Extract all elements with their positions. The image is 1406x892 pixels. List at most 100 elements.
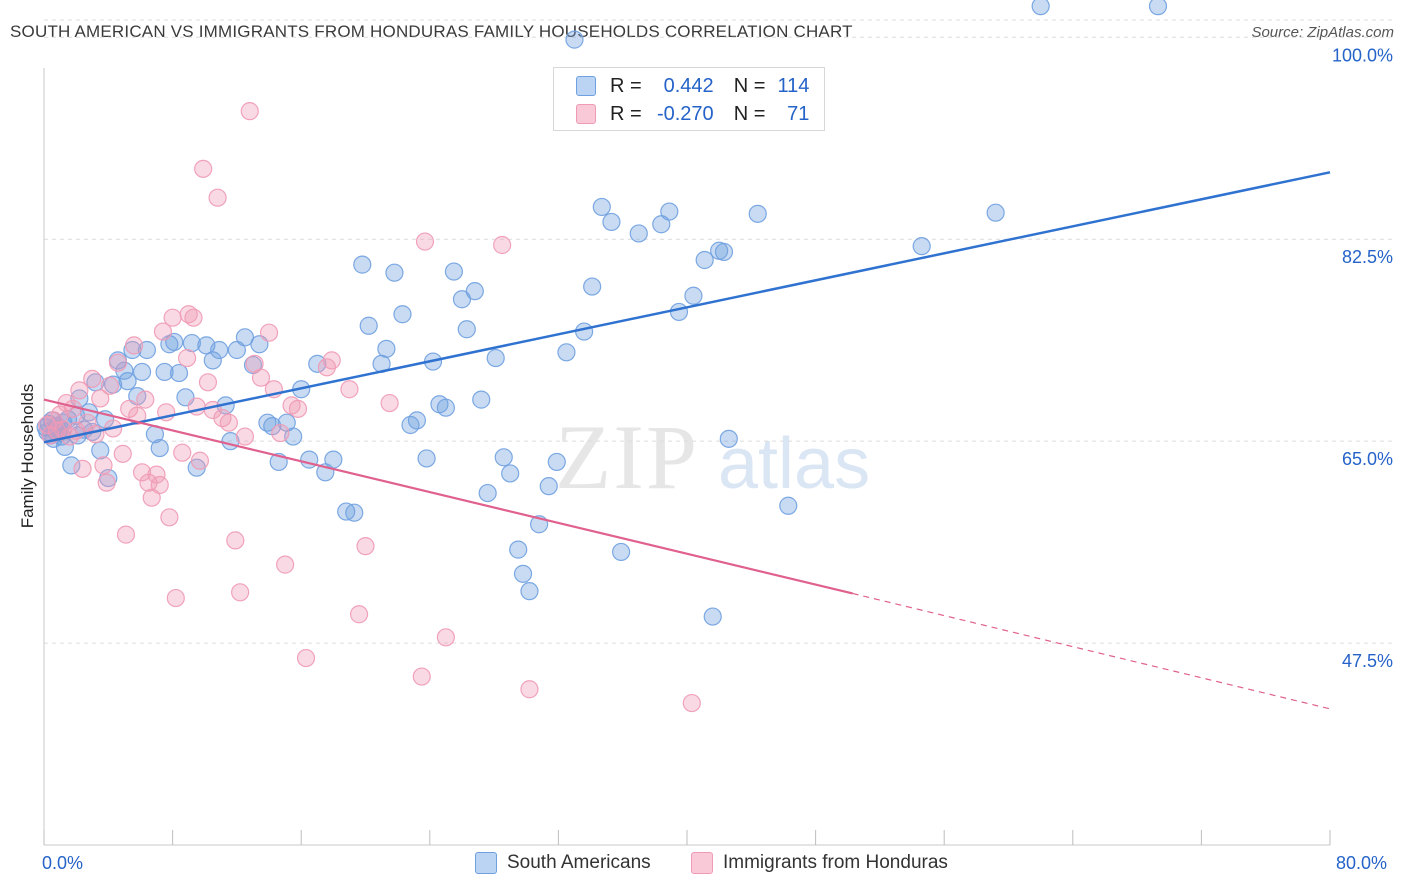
legend-row-south-americans: R = 0.442 N = 114 — [576, 73, 809, 99]
point-south-american — [509, 540, 528, 559]
trend-line-honduras — [43, 398, 853, 595]
point-honduras — [70, 381, 89, 400]
point-honduras — [94, 456, 113, 475]
point-south-american — [592, 197, 611, 217]
point-south-american — [986, 203, 1005, 222]
point-south-american — [494, 448, 513, 467]
legend-row-honduras: R = -0.270 N = 71 — [576, 101, 809, 127]
point-honduras — [322, 351, 341, 370]
legend-r-label: R = — [610, 74, 642, 97]
point-south-american — [565, 30, 584, 49]
x-tick-label-max: 80.0% — [1336, 853, 1388, 873]
point-south-american — [513, 564, 533, 583]
point-south-american — [501, 464, 520, 483]
point-honduras — [86, 425, 105, 444]
point-south-american — [472, 390, 491, 409]
point-south-american — [520, 582, 539, 601]
point-south-american — [359, 316, 378, 335]
legend-r-label: R = — [610, 102, 642, 125]
point-honduras — [493, 235, 512, 255]
point-honduras — [219, 413, 238, 432]
point-honduras — [91, 389, 110, 408]
point-south-american — [912, 237, 931, 256]
point-honduras — [73, 459, 92, 478]
point-south-american — [539, 477, 558, 496]
point-honduras — [160, 508, 179, 527]
chart-title: SOUTH AMERICAN VS IMMIGRANTS FROM HONDUR… — [10, 22, 853, 41]
point-south-american — [132, 362, 152, 382]
watermark-atlas: atlas — [718, 424, 870, 504]
point-honduras — [208, 188, 227, 207]
point-honduras — [163, 308, 182, 327]
point-honduras — [113, 444, 132, 463]
point-south-american — [150, 438, 169, 458]
x-tick-label-min: 0.0% — [42, 853, 84, 873]
point-south-american — [393, 305, 412, 324]
y-axis-title: Family Households — [18, 383, 37, 529]
point-honduras — [116, 525, 136, 544]
point-south-american — [203, 351, 222, 370]
point-honduras — [296, 648, 316, 668]
bottom-legend-label-pink: Immigrants from Honduras — [723, 852, 948, 873]
point-south-american — [308, 354, 327, 373]
point-south-american — [417, 449, 436, 468]
point-honduras — [153, 322, 173, 341]
point-honduras — [194, 159, 213, 178]
series-south-americans — [36, 0, 1168, 626]
watermark: ZIP atlas — [555, 406, 870, 508]
bottom-legend-south-americans: South Americans — [475, 852, 651, 874]
legend-n-value-pink: 71 — [787, 102, 810, 125]
point-south-american — [547, 452, 566, 472]
point-south-american — [377, 339, 396, 358]
point-south-american — [575, 322, 594, 341]
point-honduras — [124, 336, 144, 355]
y-tick-labels: 100.0% 82.5% 65.0% 47.5% — [1332, 45, 1393, 671]
point-south-american — [452, 290, 472, 309]
point-honduras — [150, 475, 169, 495]
point-south-american — [407, 411, 427, 430]
point-honduras — [100, 376, 120, 395]
point-honduras — [179, 305, 198, 324]
legend-r-value-pink: -0.270 — [656, 102, 714, 125]
point-south-american — [719, 429, 738, 448]
point-south-american — [602, 212, 621, 232]
point-honduras — [231, 583, 250, 602]
y-tick-label: 65.0% — [1342, 449, 1393, 469]
bottom-legend-swatch-blue — [475, 852, 497, 874]
point-honduras — [340, 380, 359, 399]
point-honduras — [259, 323, 279, 342]
trend-lines — [43, 171, 1331, 710]
watermark-zip: ZIP — [555, 406, 699, 508]
trend-line-south-americans — [43, 171, 1331, 444]
x-ticks — [43, 830, 1331, 845]
legend-n-label: N = — [733, 74, 766, 97]
point-honduras — [190, 451, 210, 470]
point-honduras — [235, 427, 255, 446]
trend-line-honduras-extrapolated — [852, 592, 1331, 710]
legend-swatch-pink — [576, 104, 596, 124]
point-south-american — [1031, 0, 1050, 16]
point-south-american — [465, 282, 484, 301]
point-honduras — [132, 463, 152, 482]
legend-r-value-blue: 0.442 — [663, 74, 714, 97]
point-honduras — [177, 348, 197, 368]
point-honduras — [108, 353, 128, 372]
point-honduras — [173, 443, 192, 462]
point-south-american — [353, 255, 372, 274]
point-south-american — [583, 277, 602, 296]
gridlines — [44, 19, 1394, 644]
point-south-american — [1148, 0, 1168, 16]
point-south-american — [444, 262, 464, 281]
bottom-legend-label-blue: South Americans — [507, 852, 651, 873]
point-honduras — [415, 232, 435, 251]
point-south-american — [169, 363, 189, 383]
point-south-american — [714, 242, 734, 262]
point-south-american — [118, 372, 137, 391]
point-south-american — [611, 542, 631, 562]
point-south-american — [703, 607, 722, 626]
point-south-american — [660, 202, 679, 221]
point-south-american — [748, 204, 767, 223]
point-south-american — [235, 328, 255, 347]
point-honduras — [83, 369, 102, 388]
